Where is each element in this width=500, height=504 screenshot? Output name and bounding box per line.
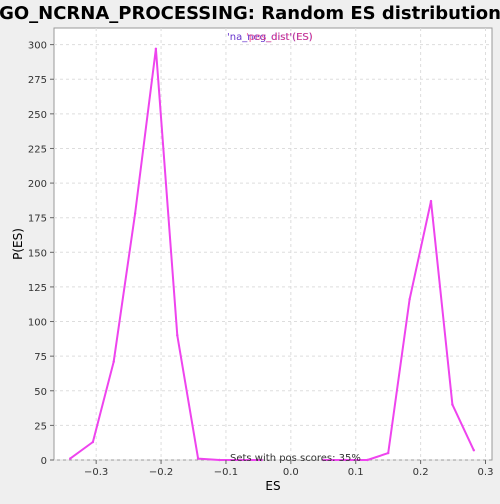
y-tick-label: 300 xyxy=(28,41,47,52)
y-tick-label: 50 xyxy=(34,387,47,398)
data-point xyxy=(133,212,137,215)
x-axis-label: ES xyxy=(265,479,280,493)
legend-entry-neg: 'na_neg_dist'(ES) xyxy=(227,32,313,43)
y-tick-label: 200 xyxy=(28,179,47,190)
data-point xyxy=(366,458,369,462)
data-point xyxy=(386,451,390,455)
data-point xyxy=(408,298,411,301)
y-tick-label: 100 xyxy=(28,318,47,329)
x-tick-label: −0.1 xyxy=(214,467,238,478)
x-tick-label: 0.3 xyxy=(478,467,494,478)
y-tick-label: 250 xyxy=(28,110,47,121)
data-point xyxy=(429,199,433,203)
y-tick-label: 175 xyxy=(28,214,47,225)
series-layer xyxy=(69,47,476,462)
data-point xyxy=(344,458,348,462)
y-tick-label: 150 xyxy=(28,248,47,259)
legend-entry-pos: 'pos_dist'(ES) xyxy=(246,32,313,43)
y-tick-label: 125 xyxy=(28,283,47,294)
x-tick-label: 0.1 xyxy=(348,467,364,478)
y-tick-label: 25 xyxy=(34,421,47,432)
data-point xyxy=(472,449,476,452)
data-point xyxy=(218,458,221,462)
data-point xyxy=(196,457,200,460)
y-axis-label: P(ES) xyxy=(11,228,25,260)
x-tick-label: 0.0 xyxy=(283,467,299,478)
data-point xyxy=(154,47,158,50)
plot-area xyxy=(53,27,493,461)
data-point xyxy=(322,458,325,462)
y-tick-label: 225 xyxy=(28,144,47,155)
y-tick-label: 275 xyxy=(28,75,47,86)
chart-title: GO_NCRNA_PROCESSING: Random ES distribut… xyxy=(0,3,500,24)
grid xyxy=(54,28,492,461)
axes: 0 25 50 75 100 125 150 175 200 225 250 275 300 −0.3 −0… xyxy=(28,41,494,478)
y-tick-label: 0 xyxy=(41,456,47,467)
data-point xyxy=(260,458,263,462)
x-tick-label: 0.2 xyxy=(413,467,429,478)
data-point xyxy=(176,334,179,337)
y-tick-label: 75 xyxy=(34,352,47,363)
data-point xyxy=(451,403,454,406)
data-point xyxy=(69,457,72,460)
x-tick-label: −0.2 xyxy=(149,467,173,478)
data-point xyxy=(91,440,95,444)
annotation-pos-scores: Sets with pos scores: 35% xyxy=(230,453,361,464)
series-line-neg xyxy=(69,47,262,461)
data-point xyxy=(239,458,242,462)
series-line-pos xyxy=(323,200,475,461)
data-point xyxy=(112,360,115,363)
x-tick-label: −0.3 xyxy=(84,467,108,478)
